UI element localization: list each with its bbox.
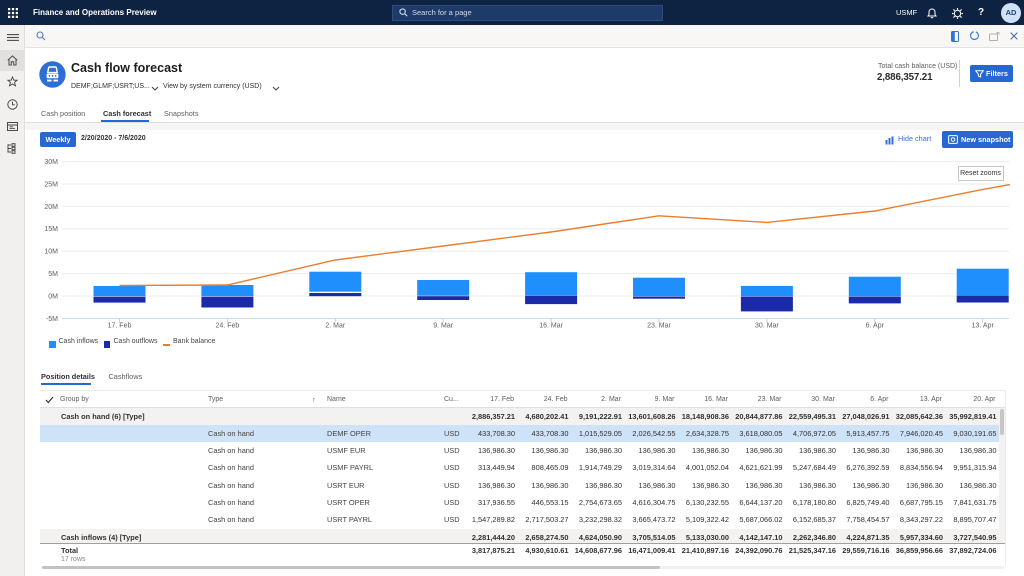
svg-text:0M: 0M <box>48 293 58 300</box>
svg-text:-5M: -5M <box>46 316 58 323</box>
svg-text:30. Mar: 30. Mar <box>755 323 779 330</box>
svg-text:13. Apr: 13. Apr <box>972 323 995 330</box>
svg-text:10M: 10M <box>44 249 58 256</box>
svg-text:2. Mar: 2. Mar <box>325 323 346 330</box>
svg-text:16. Mar: 16. Mar <box>539 323 563 330</box>
svg-text:20M: 20M <box>44 204 58 211</box>
svg-text:24. Feb: 24. Feb <box>216 323 240 330</box>
svg-text:30M: 30M <box>44 159 58 166</box>
svg-text:23. Mar: 23. Mar <box>647 323 671 330</box>
svg-text:9. Mar: 9. Mar <box>433 323 454 330</box>
svg-text:25M: 25M <box>44 181 58 188</box>
svg-text:5M: 5M <box>48 271 58 278</box>
svg-text:17. Feb: 17. Feb <box>108 323 132 330</box>
svg-text:15M: 15M <box>44 226 58 233</box>
svg-text:6. Apr: 6. Apr <box>866 323 885 330</box>
